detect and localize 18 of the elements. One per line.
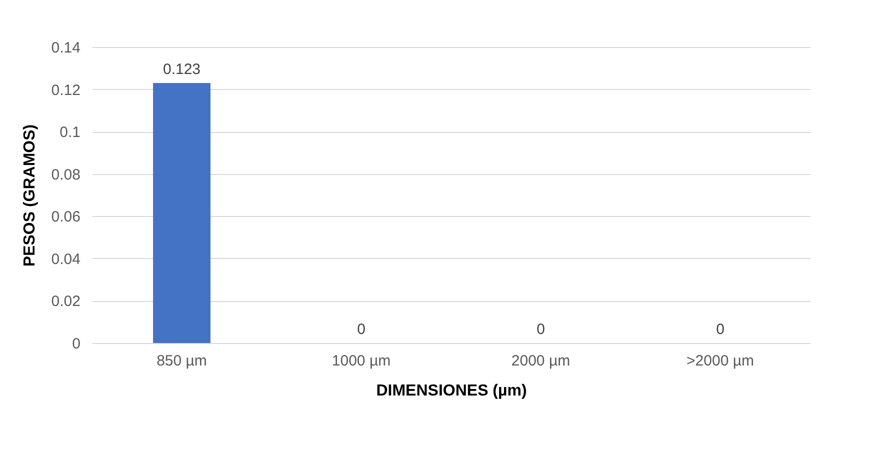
data-label: 0 <box>357 321 366 338</box>
x-tick-label: 2000 µm <box>511 352 570 370</box>
x-tick-label: >2000 µm <box>686 352 754 370</box>
y-tick-label: 0.04 <box>51 250 80 268</box>
y-axis-title: PESOS (GRAMOS) <box>21 124 38 267</box>
y-tick-label: 0.06 <box>51 208 80 226</box>
data-label: 0 <box>536 321 545 338</box>
y-tick-label: 0.14 <box>51 40 80 56</box>
y-tick-label: 0.1 <box>60 124 80 142</box>
x-tick-label: 850 µm <box>156 352 207 370</box>
data-label: 0 <box>716 321 724 338</box>
y-tick-label: 0.12 <box>51 82 80 99</box>
x-axis-title: DIMENSIONES (µm) <box>376 382 527 400</box>
y-tick-label: 0.08 <box>51 166 80 184</box>
x-tick-label: 1000 µm <box>332 352 391 370</box>
y-tick-label: 0 <box>72 336 80 352</box>
y-tick-label: 0.02 <box>51 293 80 310</box>
data-label: 0.123 <box>162 60 201 78</box>
